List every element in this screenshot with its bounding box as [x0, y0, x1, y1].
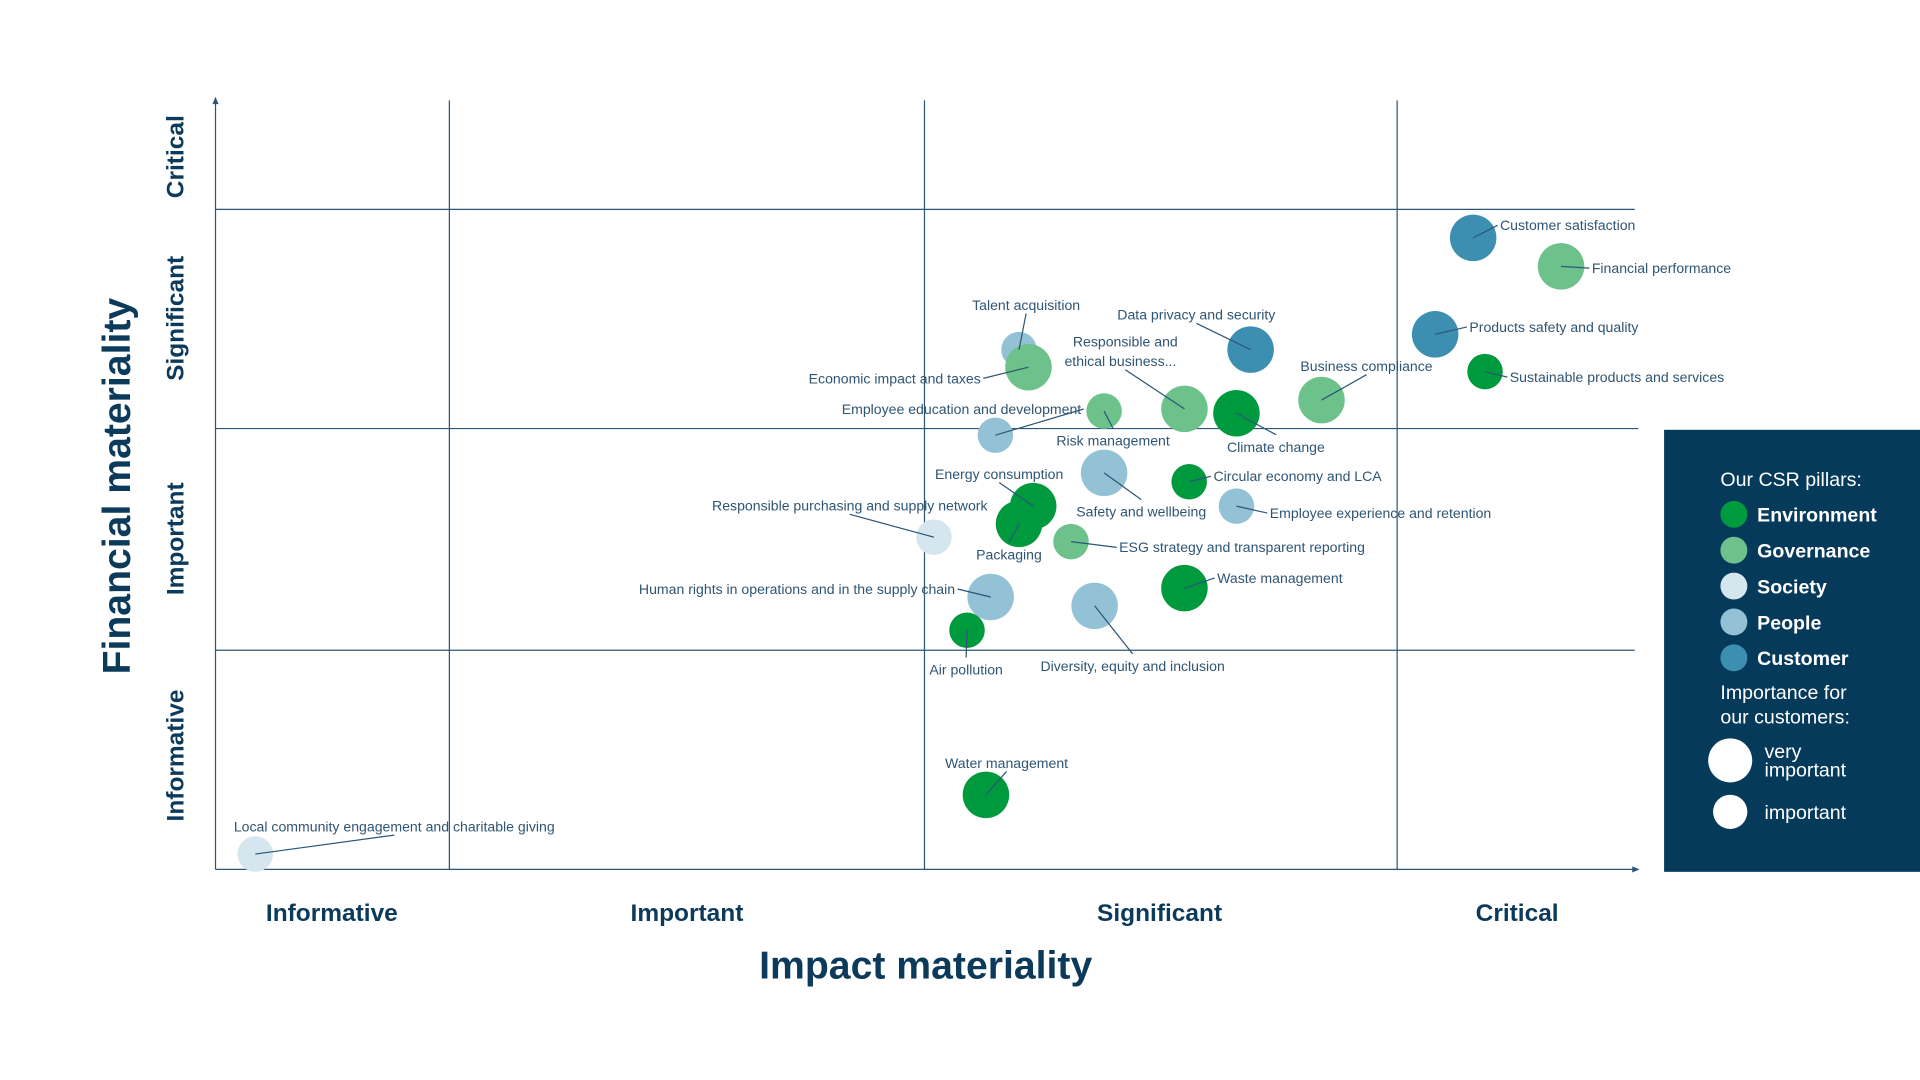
legend-size-label: very: [1764, 741, 1801, 763]
y-axis-title: Financial materiality: [96, 298, 139, 675]
leader-line: [1018, 313, 1027, 350]
legend-swatch: [1720, 500, 1748, 528]
legend-label: People: [1757, 612, 1821, 634]
leader-line: [998, 481, 1034, 507]
point-label: Products safety and quality: [1469, 319, 1639, 335]
data-point: [1537, 243, 1585, 290]
point-label: Talent acquisition: [972, 297, 1080, 313]
leader-line: [983, 366, 1029, 379]
legend-size-important: [1713, 794, 1748, 829]
data-points: Customer satisfaction Financial performan…: [234, 214, 1731, 872]
point-label: Packaging: [976, 547, 1042, 563]
y-tick-label: Informative: [163, 690, 190, 822]
legend-label: Society: [1757, 576, 1827, 598]
leader-line: [1008, 523, 1020, 543]
point-label: Climate change: [1227, 439, 1325, 455]
leader-line: [1561, 265, 1590, 269]
leader-line: [1103, 472, 1142, 501]
point-label: Business compliance: [1300, 358, 1432, 374]
y-tick-label: Critical: [163, 115, 190, 198]
point-label: Responsible and: [1073, 334, 1178, 350]
legend: Our CSR pillars: Environment Governance So…: [1664, 429, 1920, 872]
point-label: Circular economy and LCA: [1213, 468, 1382, 484]
legend-label: Customer: [1757, 648, 1849, 670]
data-point: [995, 500, 1043, 548]
leader-line: [1321, 374, 1367, 401]
point-label: Sustainable products and services: [1510, 369, 1724, 385]
point-label: Diversity, equity and inclusion: [1040, 658, 1224, 674]
leader-line: [1236, 412, 1277, 436]
leader-line: [1196, 322, 1251, 351]
x-tick-label: Significant: [1097, 900, 1222, 927]
x-axis-arrow: [1632, 866, 1640, 873]
leader-line: [849, 513, 935, 538]
point-label: Water management: [945, 755, 1068, 771]
data-point: [1227, 326, 1274, 373]
leader-line: [1189, 475, 1212, 483]
y-axis-arrow: [212, 96, 219, 105]
x-tick-label: Informative: [266, 900, 398, 927]
data-point: [1086, 393, 1122, 429]
leader-line: [1484, 370, 1508, 378]
x-axis-title: Impact materiality: [759, 944, 1092, 987]
data-point: [1161, 564, 1208, 612]
data-point: [1080, 449, 1128, 497]
point-label: Local community engagement and charitabl…: [234, 818, 555, 834]
point-label: Human rights in operations and in the su…: [639, 581, 955, 597]
leader-line: [965, 630, 968, 658]
point-label: Economic impact and taxes: [809, 370, 981, 386]
point-label: Energy consumption: [935, 466, 1063, 482]
leader-line: [1103, 410, 1114, 429]
legend-pillars-title: Our CSR pillars:: [1720, 469, 1861, 491]
legend-label: Environment: [1757, 505, 1877, 527]
leader-line: [1124, 369, 1185, 410]
leader-line: [1070, 540, 1117, 548]
point-label: ESG strategy and transparent reporting: [1119, 539, 1365, 555]
legend-swatch: [1720, 644, 1748, 672]
legend-swatch: [1720, 608, 1748, 636]
point-label: ethical business...: [1064, 353, 1176, 369]
leader-line: [1184, 577, 1215, 589]
legend-swatch: [1720, 572, 1748, 600]
point-label: Employee education and development: [842, 401, 1082, 417]
point-label: Safety and wellbeing: [1076, 504, 1206, 520]
legend-size-label: important: [1764, 802, 1846, 824]
point-label: Employee experience and retention: [1270, 505, 1491, 521]
leader-line: [1435, 326, 1468, 335]
data-point: [916, 519, 952, 555]
x-tick-label: Important: [631, 900, 744, 927]
leader-line: [995, 408, 1084, 436]
leader-line: [1472, 224, 1498, 239]
point-label: Financial performance: [1592, 260, 1731, 276]
leader-line: [985, 771, 1007, 796]
leader-line: [1236, 505, 1268, 514]
leader-line: [1094, 605, 1134, 655]
legend-swatch: [1720, 536, 1748, 564]
y-tick-label: Important: [163, 482, 190, 595]
point-label: Data privacy and security: [1117, 307, 1276, 323]
legend-size-label: important: [1764, 759, 1846, 781]
legend-label: Governance: [1757, 541, 1870, 563]
legend-size-title: Importance for: [1720, 682, 1847, 704]
point-label: Customer satisfaction: [1500, 217, 1635, 233]
x-tick-label: Critical: [1476, 900, 1559, 927]
point-label: Air pollution: [929, 662, 1003, 678]
leader-line: [255, 834, 395, 855]
leader-line: [957, 588, 991, 598]
point-label: Waste management: [1217, 570, 1343, 586]
point-label: Responsible purchasing and supply networ…: [712, 498, 988, 514]
legend-background: [1664, 429, 1920, 872]
point-label: Risk management: [1056, 433, 1170, 449]
legend-size-very-important: [1708, 738, 1753, 783]
y-tick-label: Significant: [163, 256, 190, 381]
legend-size-title: our customers:: [1720, 707, 1849, 729]
grid: [212, 96, 1640, 873]
